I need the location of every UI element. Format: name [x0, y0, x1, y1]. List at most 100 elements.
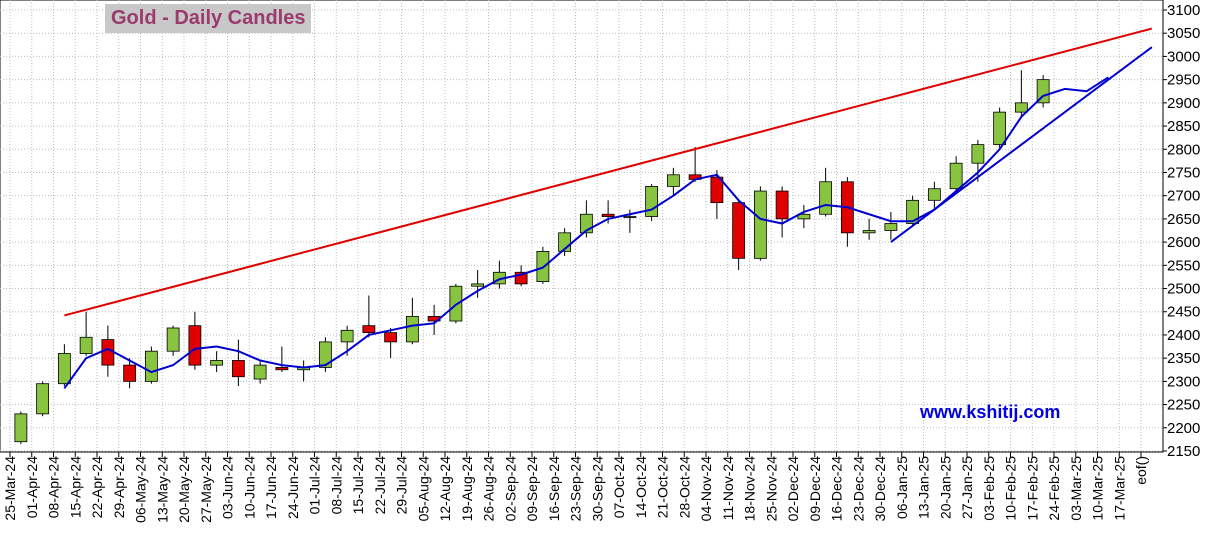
y-tick-label: 2500	[1167, 281, 1200, 298]
x-tick-label: 03-Feb-25	[981, 456, 997, 521]
x-tick-label: 17-Jun-24	[263, 456, 279, 519]
x-tick-label: 18-Nov-24	[742, 456, 758, 522]
x-tick-label: 08-Jul-24	[328, 456, 344, 515]
x-tick-label: 24-Jun-24	[285, 456, 301, 519]
y-tick-label: 2950	[1167, 72, 1200, 89]
candle-body	[144, 350, 158, 382]
candle-body	[101, 339, 115, 366]
x-tick-label: 10-Feb-25	[1003, 456, 1019, 521]
x-tick-label: 01-Jul-24	[307, 456, 323, 515]
x-tick-label: 25-Mar-24	[2, 456, 18, 521]
x-tick-label: 06-May-24	[133, 456, 149, 523]
candle-body	[318, 341, 332, 368]
x-tick-label: 15-Jul-24	[350, 456, 366, 515]
candle-body	[340, 329, 354, 343]
candle-body	[949, 162, 963, 190]
x-tick-label: 28-Oct-24	[676, 456, 692, 518]
x-tick-label: 03-Mar-25	[1068, 456, 1084, 521]
y-tick-label: 2400	[1167, 327, 1200, 344]
candle-body	[166, 327, 180, 352]
x-tick-label: 03-Jun-24	[220, 456, 236, 519]
y-tick-label: 2600	[1167, 234, 1200, 251]
x-tick-label: 15-Apr-24	[67, 456, 83, 518]
x-tick-label: 23-Dec-24	[850, 456, 866, 522]
candle-body	[231, 360, 245, 378]
x-tick-label: 13-May-24	[154, 456, 170, 523]
x-tick-label: 25-Nov-24	[763, 456, 779, 522]
candle-body	[906, 199, 920, 224]
x-tick-label: 13-Jan-25	[916, 456, 932, 519]
trendline	[64, 27, 1153, 317]
x-tick-label: 22-Apr-24	[89, 456, 105, 518]
candle-body	[753, 190, 767, 259]
x-tick-label: 20-May-24	[176, 456, 192, 523]
y-tick-label: 2350	[1167, 350, 1200, 367]
candle-body	[819, 181, 833, 215]
y-tick-label: 2800	[1167, 141, 1200, 158]
x-tick-label: 23-Sep-24	[568, 456, 584, 522]
x-tick-label: 02-Sep-24	[502, 456, 518, 522]
y-tick-label: 3050	[1167, 25, 1200, 42]
y-tick-label: 3100	[1167, 2, 1200, 19]
x-tick-label: 26-Aug-24	[481, 456, 497, 522]
candle-body	[384, 332, 398, 343]
x-tick-label: 08-Apr-24	[46, 456, 62, 518]
x-tick-label: eof()	[1133, 456, 1149, 485]
candle-body	[36, 383, 50, 415]
x-tick-label: 20-Jan-25	[937, 456, 953, 519]
x-tick-label: 24-Feb-25	[1046, 456, 1062, 521]
y-tick-label: 2700	[1167, 188, 1200, 205]
x-tick-label: 04-Nov-24	[698, 456, 714, 522]
x-tick-label: 17-Mar-25	[1111, 456, 1127, 521]
candle-body	[471, 283, 485, 287]
x-tick-label: 09-Dec-24	[807, 456, 823, 522]
x-tick-label: 01-Apr-24	[24, 456, 40, 518]
x-tick-label: 21-Oct-24	[655, 456, 671, 518]
x-tick-label: 07-Oct-24	[611, 456, 627, 518]
candle-body	[14, 413, 28, 443]
x-tick-label: 02-Dec-24	[785, 456, 801, 522]
x-tick-label: 10-Jun-24	[241, 456, 257, 519]
watermark-link[interactable]: www.kshitij.com	[920, 402, 1061, 422]
candle-body	[797, 213, 811, 220]
candle-body	[362, 325, 376, 334]
x-tick-label: 17-Feb-25	[1024, 456, 1040, 521]
x-tick-label: 11-Nov-24	[720, 456, 736, 521]
y-tick-label: 2300	[1167, 373, 1200, 390]
y-axis: 2150 2200 2250 2300 2350 2400 2450 2500 2550 2600…	[1163, 2, 1200, 460]
x-axis: 25-Mar-24 01-Apr-24 08-Apr-24 15-Apr-24 22-A…	[2, 452, 1149, 523]
candle-body	[275, 367, 289, 371]
candle-body	[57, 353, 71, 385]
candle-body	[732, 202, 746, 259]
y-tick-label: 2150	[1167, 443, 1200, 460]
y-tick-label: 2750	[1167, 164, 1200, 181]
x-tick-label: 12-Aug-24	[437, 456, 453, 522]
x-tick-label: 29-Jul-24	[394, 456, 410, 515]
chart-title: Gold - Daily Candles	[105, 4, 312, 33]
trendline	[890, 46, 1153, 243]
candle-body	[623, 216, 637, 218]
candle-body	[601, 213, 615, 217]
x-tick-label: 27-May-24	[198, 456, 214, 523]
candle-body	[645, 185, 659, 217]
candle-body	[666, 174, 680, 187]
candle-body	[79, 336, 93, 354]
candle-body	[1036, 79, 1050, 104]
x-tick-label: 27-Jan-25	[959, 456, 975, 519]
x-tick-label: 10-Mar-25	[1090, 456, 1106, 521]
x-tick-label: 30-Dec-24	[872, 456, 888, 522]
x-tick-label: 16-Dec-24	[829, 456, 845, 522]
y-tick-label: 2450	[1167, 304, 1200, 321]
candle-body	[884, 223, 898, 231]
candle-body	[514, 271, 528, 285]
candle-body	[405, 315, 419, 343]
candle-body	[188, 325, 202, 366]
candle-body	[971, 144, 985, 164]
y-tick-label: 2550	[1167, 257, 1200, 274]
x-tick-label: 19-Aug-24	[459, 456, 475, 522]
y-tick-label: 2250	[1167, 397, 1200, 414]
x-tick-label: 05-Aug-24	[415, 456, 431, 522]
x-tick-label: 16-Sep-24	[546, 456, 562, 522]
